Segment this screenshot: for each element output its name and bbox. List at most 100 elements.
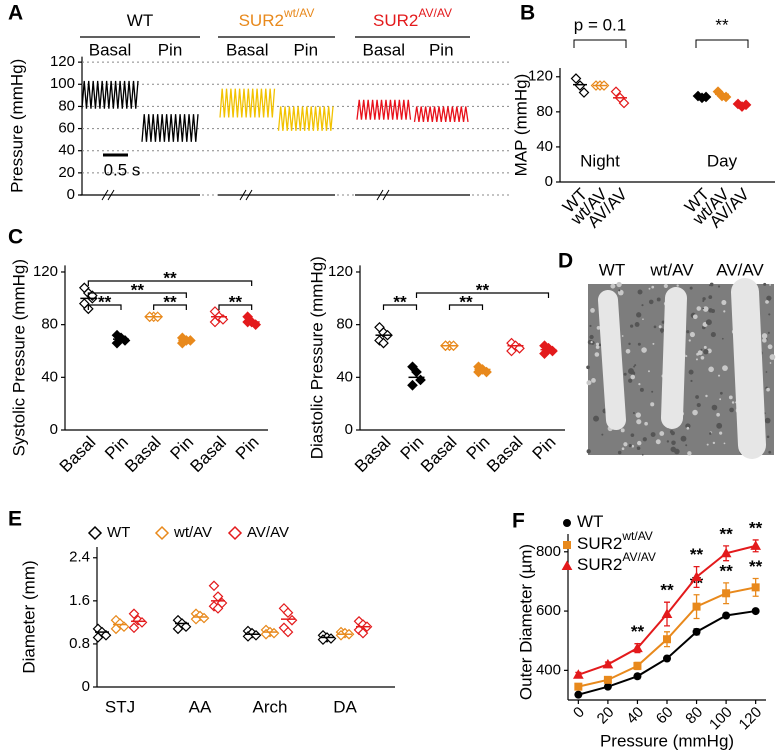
speckle (653, 325, 657, 329)
speckle (589, 324, 592, 328)
data-point (663, 635, 671, 644)
speckle (696, 306, 702, 311)
speckle (650, 432, 656, 437)
x-tick-label: Basal (417, 433, 461, 477)
y-tick-label: 0.8 (69, 635, 90, 652)
significance-bracket (153, 304, 187, 310)
speckle (766, 387, 770, 392)
vessel (731, 278, 766, 459)
speckle (761, 333, 768, 339)
image-label: WT (599, 260, 625, 279)
y-tick-label: 0 (50, 421, 58, 438)
y-axis-label: Diameter (mm) (19, 560, 38, 673)
y-tick-label: 120 (50, 53, 75, 70)
category-label: Arch (253, 697, 288, 716)
significance-label: ** (715, 15, 729, 34)
speckle (721, 300, 727, 306)
speckle (596, 326, 601, 330)
significance-label: ** (131, 280, 145, 299)
speckle (610, 283, 616, 289)
speckle (637, 289, 643, 295)
speckle (768, 313, 771, 316)
legend-label: WT (107, 524, 130, 541)
speckle (709, 432, 712, 435)
speckle (705, 319, 712, 326)
speckle (709, 282, 714, 287)
speckle (767, 344, 773, 350)
y-tick-label: 80 (58, 97, 75, 114)
vessel (661, 287, 687, 429)
speckle (648, 287, 651, 290)
y-tick-label: 800 (536, 543, 561, 560)
significance-label: ** (660, 581, 674, 600)
data-point (407, 379, 418, 391)
speckle (688, 369, 694, 375)
data-point (128, 608, 140, 620)
speckle (705, 394, 708, 398)
speckle (617, 450, 622, 455)
significance-bracket (87, 292, 187, 298)
data-point (750, 540, 762, 550)
x-tick-label: Basal (56, 433, 100, 477)
speckle (618, 289, 621, 292)
data-point (751, 583, 760, 592)
y-tick-label: 600 (536, 602, 561, 619)
data-point (212, 603, 224, 614)
panel-letter: E (8, 508, 22, 531)
legend-label: SUR2wt/AV (577, 529, 653, 553)
legend-label: SUR2AV/AV (577, 550, 656, 574)
speckle (710, 332, 716, 338)
speckle (703, 349, 709, 355)
pressure-trace (413, 106, 469, 123)
speckle (601, 433, 604, 436)
speckle (685, 355, 688, 358)
speckle (731, 401, 735, 404)
speckle (631, 444, 635, 448)
speckle (719, 398, 722, 401)
speckle (663, 283, 668, 289)
significance-label: ** (163, 268, 177, 287)
speckle (666, 440, 670, 443)
data-point (506, 345, 517, 357)
speckle (593, 415, 600, 422)
significance-label: ** (393, 292, 407, 311)
speckle (719, 391, 723, 395)
legend-name: SUR2 (577, 555, 622, 574)
speckle (641, 453, 644, 456)
speckle (686, 426, 690, 430)
speckle (634, 322, 640, 327)
speckle (628, 342, 631, 346)
speckle (641, 304, 644, 307)
y-tick-label: 0 (67, 186, 75, 203)
legend-name: WT (577, 512, 603, 531)
speckle (634, 364, 637, 367)
image-label: AV/AV (716, 260, 764, 279)
speckle (687, 451, 692, 456)
panel-letter: B (520, 2, 535, 25)
data-point (633, 672, 642, 681)
speckle (621, 447, 625, 451)
significance-label: ** (459, 292, 473, 311)
significance-bracket (87, 304, 122, 310)
speckle (769, 283, 772, 286)
speckle (616, 281, 622, 288)
category-label: DA (333, 697, 357, 716)
significance-bracket (218, 304, 253, 310)
speckle (594, 352, 600, 357)
speckle (716, 412, 720, 417)
group-title: SUR2wt/AV (239, 6, 315, 30)
speckle (728, 395, 733, 400)
significance-bracket (695, 39, 749, 48)
legend-superscript: AV/AV (622, 550, 656, 564)
y-tick-label: 100 (50, 75, 75, 92)
speckle (717, 285, 721, 288)
y-axis-label: Diastolic Pressure (mmHg) (307, 256, 326, 459)
category-label: Day (707, 151, 738, 170)
speckle (723, 310, 726, 313)
speckle (706, 443, 709, 446)
significance-label: ** (749, 557, 763, 576)
data-point (663, 654, 671, 663)
y-tick-label: 80 (41, 316, 58, 333)
data-point (357, 627, 369, 639)
